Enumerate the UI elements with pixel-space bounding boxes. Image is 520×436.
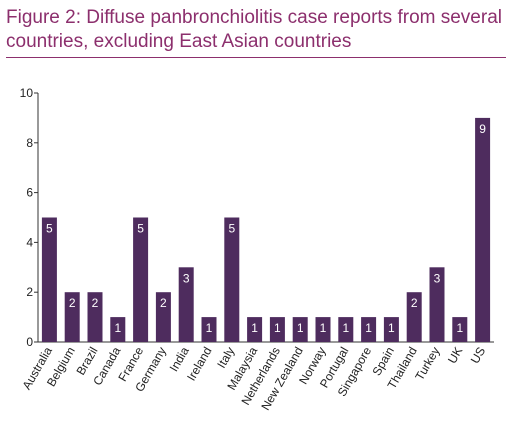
- y-tick-label: 0: [26, 335, 33, 349]
- bar-australia: [41, 217, 57, 342]
- bar-singapore: [361, 317, 377, 342]
- bar-malaysia: [247, 317, 263, 342]
- bar-brazil: [87, 292, 103, 342]
- y-tick-label: 4: [26, 235, 33, 249]
- x-tick-label: UK: [445, 345, 465, 366]
- bar-value-label: 1: [206, 321, 213, 335]
- bar-value-label: 1: [274, 321, 281, 335]
- bar-value-label: 5: [137, 222, 144, 236]
- x-tick-label: US: [468, 345, 488, 366]
- bar-portugal: [338, 317, 354, 342]
- bar-us: [475, 117, 491, 343]
- bar-canada: [110, 317, 126, 342]
- bar-netherlands: [269, 317, 285, 342]
- bar-value-label: 1: [114, 321, 121, 335]
- bar-norway: [315, 317, 331, 342]
- bar-germany: [155, 292, 171, 342]
- bar-value-label: 2: [92, 296, 99, 310]
- bar-spain: [383, 317, 399, 342]
- bar-ireland: [201, 317, 217, 342]
- bar-value-label: 1: [297, 321, 304, 335]
- bar-france: [133, 217, 149, 342]
- bar-turkey: [429, 267, 445, 342]
- bar-value-label: 1: [251, 321, 258, 335]
- figure-title: Figure 2: Diffuse panbronchiolitis case …: [6, 7, 502, 52]
- bar-value-label: 5: [46, 222, 53, 236]
- bar-value-label: 2: [69, 296, 76, 310]
- bar-new-zealand: [292, 317, 308, 342]
- bar-belgium: [64, 292, 80, 342]
- bar-value-label: 2: [411, 296, 418, 310]
- bar-italy: [224, 217, 240, 342]
- bar-value-label: 2: [160, 296, 167, 310]
- x-tick-label: Italy: [214, 345, 237, 371]
- bar-value-label: 5: [228, 222, 235, 236]
- bar-value-label: 1: [388, 321, 395, 335]
- y-tick-label: 6: [26, 186, 33, 200]
- bar-value-label: 3: [183, 271, 190, 285]
- y-tick-label: 8: [26, 136, 33, 150]
- bar-value-label: 3: [434, 271, 441, 285]
- bar-value-label: 1: [320, 321, 327, 335]
- bar-value-label: 1: [456, 321, 463, 335]
- bar-value-label: 9: [479, 122, 486, 136]
- bar-india: [178, 267, 194, 342]
- y-tick-label: 10: [20, 86, 34, 100]
- bar-thailand: [406, 292, 422, 342]
- bar-value-label: 1: [365, 321, 372, 335]
- bar-value-label: 1: [342, 321, 349, 335]
- y-tick-label: 2: [26, 285, 33, 299]
- title-divider: [6, 57, 506, 58]
- bar-uk: [452, 317, 468, 342]
